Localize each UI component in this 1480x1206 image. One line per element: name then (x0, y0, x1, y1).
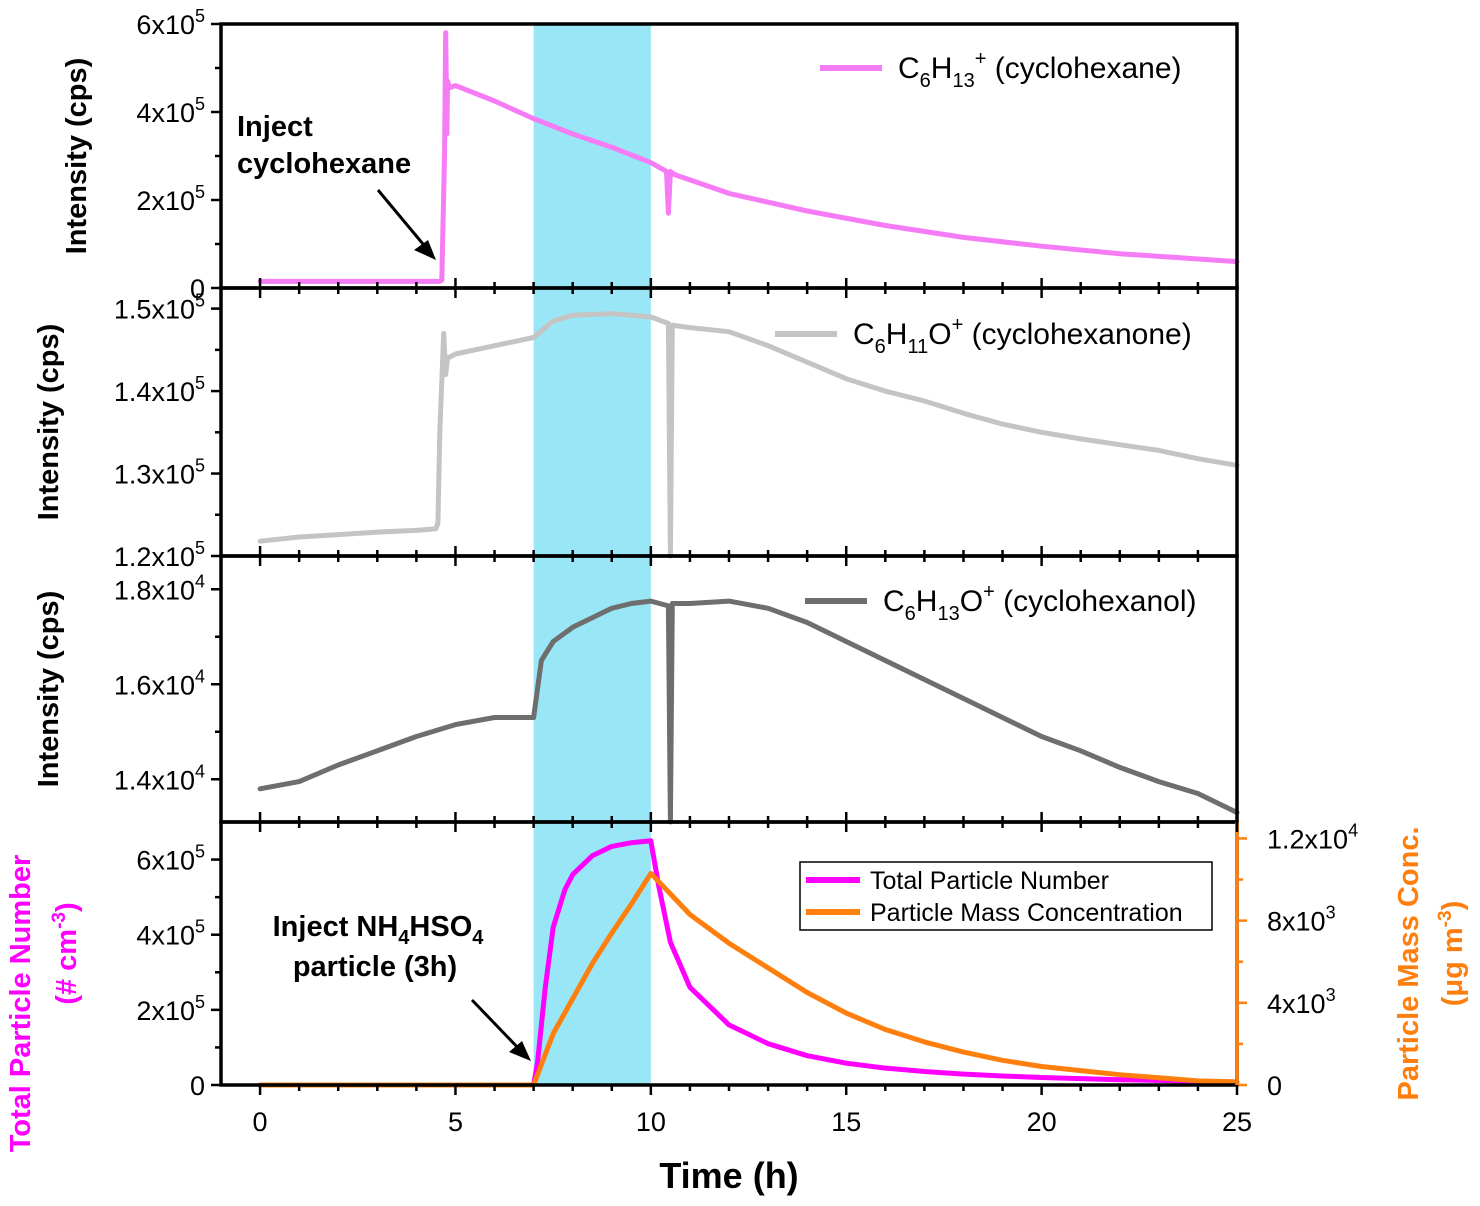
annotation-arrow-2 (470, 998, 524, 1054)
y-axis-title-left-line1: Total Particle Number (5, 855, 37, 1153)
y-tick-label-4: 6x105 (136, 842, 205, 876)
right-y-tick-label: 8x103 (1267, 903, 1336, 937)
y-tick-label-4: 2x105 (136, 992, 205, 1026)
annotation-inject-cyclohexane-line2: cyclohexane (237, 148, 411, 180)
y-tick-label-4: 4x105 (136, 917, 205, 951)
right-y-tick-label: 4x103 (1267, 985, 1336, 1019)
axes (211, 22, 1247, 1095)
legend-label-bottom-1: Total Particle Number (870, 867, 1109, 895)
y-axis-title-1: Intensity (cps) (61, 58, 93, 255)
annotation-arrow-1 (376, 189, 430, 251)
plot-area (257, 30, 1240, 1088)
y-tick-label-2: 1.2x105 (114, 538, 205, 572)
right-y-tick-label: 0 (1267, 1071, 1282, 1101)
x-tick-label: 5 (448, 1107, 463, 1137)
legend-label-2: C6H11O+ (cyclohexanone) (853, 314, 1192, 358)
y-tick-label-1: 4x105 (136, 94, 205, 128)
y-tick-label-1: 6x105 (136, 6, 205, 40)
y-tick-label-1: 0 (190, 274, 205, 304)
y-tick-label-2: 1.3x105 (114, 456, 205, 490)
series-line-4-2 (257, 870, 1240, 1088)
series-line-4-1 (257, 838, 1240, 1088)
annotation-inject-particle-line1: Inject NH4HSO4 (273, 911, 485, 949)
y-tick-label-4: 0 (190, 1071, 205, 1101)
annotation-arrowhead-2 (509, 1041, 531, 1061)
y-axis-title-2: Intensity (cps) (33, 324, 65, 521)
y-axis-title-3: Intensity (cps) (33, 591, 65, 788)
x-tick-label: 25 (1222, 1107, 1252, 1137)
y-tick-label-1: 2x105 (136, 182, 205, 216)
x-tick-label: 10 (636, 1107, 666, 1137)
y-axis-title-left-line2: (# cm-3) (49, 902, 83, 1004)
annotation-arrowhead-1 (414, 240, 436, 260)
legend-label-1: C6H13+ (cyclohexane) (898, 48, 1182, 92)
annotation-inject-particle-line2: particle (3h) (293, 951, 457, 983)
x-axis-title: Time (h) (659, 1155, 798, 1196)
y-tick-label-3: 1.4x104 (114, 761, 205, 795)
legend-label-bottom-2: Particle Mass Concentration (870, 899, 1183, 927)
x-tick-label: 15 (831, 1107, 861, 1137)
y-tick-label-2: 1.5x105 (114, 291, 205, 325)
x-tick-label: 20 (1027, 1107, 1057, 1137)
annotation-inject-cyclohexane-line1: Inject (237, 111, 313, 143)
series-line-2-1 (257, 311, 1240, 559)
y-tick-label-3: 1.8x104 (114, 571, 205, 605)
x-tick-label: 0 (253, 1107, 268, 1137)
legend-label-3: C6H13O+ (cyclohexanol) (883, 581, 1197, 625)
y-axis-title-right-line2: (μg m-3) (1435, 901, 1469, 1007)
legend-box (799, 861, 1213, 931)
y-tick-label-2: 1.4x105 (114, 373, 205, 407)
series-line-3-1 (257, 598, 1240, 825)
y-tick-label-3: 1.6x104 (114, 666, 205, 700)
y-axis-title-right-line1: Particle Mass Conc. (1393, 827, 1425, 1101)
series-line-1-1 (257, 30, 1240, 284)
right-y-tick-label: 1.2x104 (1267, 820, 1358, 854)
